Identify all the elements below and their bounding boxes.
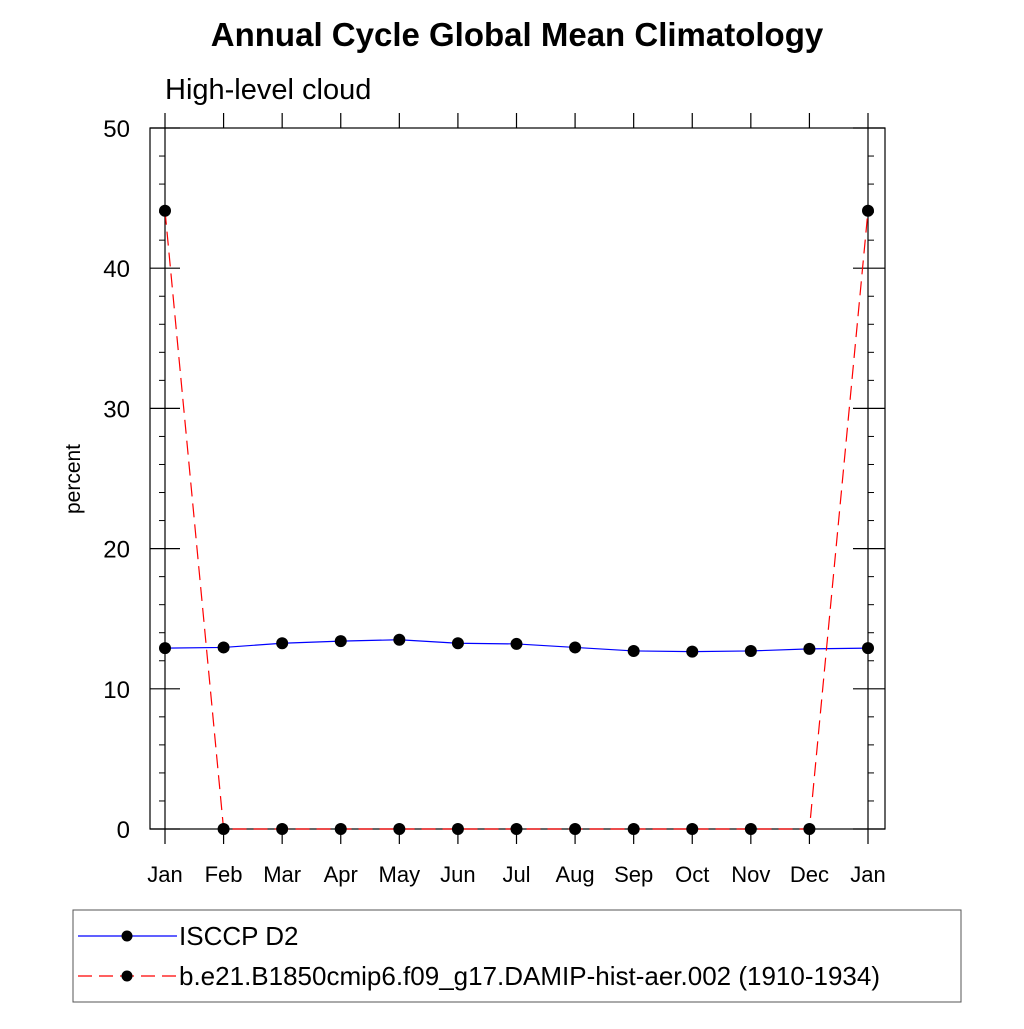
series-0-point-8 [627, 644, 640, 657]
series-1-point-6 [510, 823, 523, 835]
x-tick-label-6: Jul [502, 862, 530, 887]
legend-frame [72, 909, 962, 1003]
x-tick-label-11: Dec [790, 862, 829, 887]
series-1-point-2 [276, 823, 289, 835]
series-0-point-12 [862, 642, 874, 655]
y-tick-label-1: 10 [103, 677, 130, 704]
legend: ISCCP D2 b.e21.B1850cmip6.f09_g17.DAMIP-… [72, 909, 962, 1003]
series-0-point-10 [744, 644, 757, 657]
series-1-point-0 [159, 204, 171, 217]
series-0-point-6 [510, 637, 523, 650]
plot-area: 0 10 20 30 40 50 Jan Feb Mar Apr May Jun Jul Aug Sep Oc… [103, 113, 886, 887]
legend-entry-1: b.e21.B1850cmip6.f09_g17.DAMIP-hist-aer.… [78, 961, 880, 991]
series-0-point-3 [334, 635, 347, 648]
series-1-point-5 [451, 823, 464, 835]
x-tick-label-3: Apr [324, 862, 358, 887]
x-tick-label-9: Oct [675, 862, 709, 887]
x-tick-label-8: Sep [614, 862, 653, 887]
x-tick-label-0: Jan [147, 862, 182, 887]
series-1-point-4 [393, 823, 406, 835]
series-1-point-10 [744, 823, 757, 835]
legend-label-1: b.e21.B1850cmip6.f09_g17.DAMIP-hist-aer.… [179, 961, 880, 991]
legend-marker-0 [121, 930, 133, 942]
series-1-point-1 [217, 823, 230, 835]
series-1-point-11 [803, 823, 816, 835]
y-tick-label-4: 40 [103, 256, 130, 283]
legend-entry-0: ISCCP D2 [78, 921, 298, 951]
series-1-point-3 [334, 823, 347, 835]
series-0-point-5 [451, 637, 464, 650]
series-1-point-12 [862, 204, 874, 217]
series-0-point-0 [159, 642, 171, 655]
plot-frame [149, 127, 886, 830]
series-0-point-1 [217, 641, 230, 654]
y-tick-label-0: 0 [117, 817, 130, 844]
y-tick-label-2: 20 [103, 537, 130, 564]
x-tick-label-10: Nov [731, 862, 770, 887]
y-tick-label-3: 30 [103, 396, 130, 423]
legend-marker-1 [121, 970, 133, 982]
chart-subtitle: High-level cloud [165, 74, 371, 106]
x-tick-label-5: Jun [440, 862, 475, 887]
legend-label-0: ISCCP D2 [179, 921, 298, 951]
x-tick-label-1: Feb [205, 862, 243, 887]
series-0-point-4 [393, 633, 406, 646]
series-1-point-7 [569, 823, 582, 835]
series-line-1 [164, 210, 869, 830]
x-tick-label-7: Aug [556, 862, 595, 887]
x-tick-label-4: May [379, 862, 421, 887]
series-0-point-7 [569, 641, 582, 654]
series-1-point-9 [686, 823, 699, 835]
y-tick-label-5: 50 [103, 116, 130, 143]
x-tick-label-2: Mar [263, 862, 301, 887]
series-0-point-11 [803, 642, 816, 655]
y-axis-label: percent [62, 444, 85, 514]
chart-title: Annual Cycle Global Mean Climatology [211, 16, 824, 53]
series-1-point-8 [627, 823, 640, 835]
series-0-point-9 [686, 645, 699, 658]
x-tick-label-12: Jan [850, 862, 885, 887]
series-0-point-2 [276, 637, 289, 650]
